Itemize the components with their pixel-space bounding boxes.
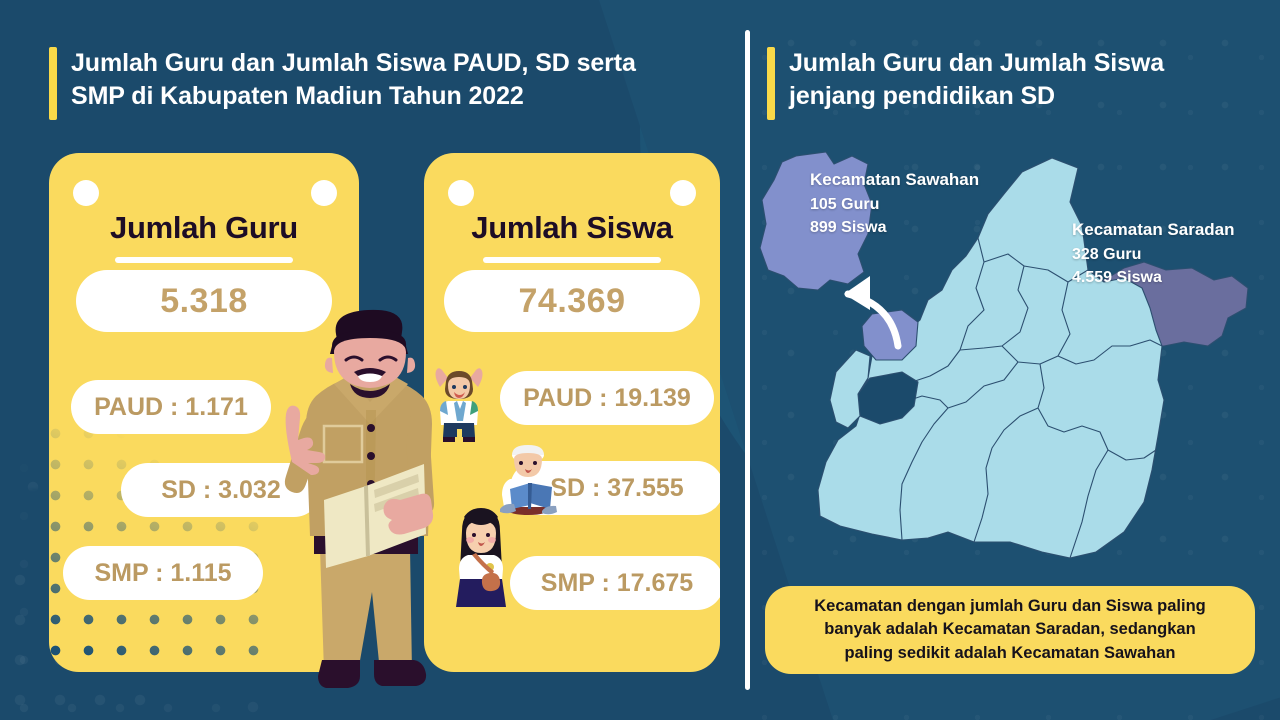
card-title: Jumlah Siswa: [471, 210, 673, 245]
right-panel-heading: Jumlah Guru dan Jumlah Siswa jenjang pen…: [767, 47, 1164, 120]
map-container: Kecamatan Sawahan 105 Guru 899 Siswa Kec…: [752, 150, 1268, 580]
panel-divider: [745, 30, 750, 690]
card-dot-decoration: [49, 418, 259, 672]
card-punch-hole-right: [670, 180, 696, 206]
heading-accent-bar: [49, 47, 57, 120]
map-label-teachers: 105 Guru: [810, 195, 880, 213]
madiun-regency-map: [759, 151, 1249, 559]
card-title: Jumlah Guru: [110, 210, 298, 245]
heading-accent-bar: [767, 47, 775, 120]
map-label-name: Kecamatan Saradan: [1072, 220, 1235, 239]
student-boy-reading-illustration: [500, 445, 557, 515]
map-label-sawahan: Kecamatan Sawahan 105 Guru 899 Siswa: [810, 168, 979, 239]
stat-pill-smp: SMP : 17.675: [510, 556, 720, 610]
map-section-title: Jumlah Guru dan Jumlah Siswa jenjang pen…: [789, 49, 1165, 110]
map-region-west-lobe: [829, 349, 871, 429]
stat-pill-paud: PAUD : 19.139: [500, 371, 714, 425]
card-title-underline: [483, 257, 661, 263]
page-title: Jumlah Guru dan Jumlah Siswa PAUD, SD se…: [71, 49, 636, 110]
stat-card-guru: Jumlah Guru 5.318 PAUD : 1.171 SD : 3.03…: [49, 153, 359, 672]
stat-pill-paud: PAUD : 1.171: [71, 380, 271, 434]
card-title-underline: [115, 257, 293, 263]
card-punch-hole-left: [73, 180, 99, 206]
map-label-students: 4.559 Siswa: [1072, 268, 1162, 286]
summary-callout-box: Kecamatan dengan jumlah Guru dan Siswa p…: [765, 586, 1255, 674]
card-total-value: 74.369: [444, 270, 700, 332]
map-label-teachers: 328 Guru: [1072, 245, 1142, 263]
map-callout-arrow: [844, 276, 902, 350]
stat-pill-sd: SD : 37.555: [510, 461, 720, 515]
summary-callout-text: Kecamatan dengan jumlah Guru dan Siswa p…: [814, 596, 1206, 662]
student-girl-illustration: [456, 508, 506, 607]
map-region-sawahan-highlight: [759, 151, 873, 291]
student-boy-cheering-illustration: [435, 368, 483, 442]
left-panel-heading: Jumlah Guru dan Jumlah Siswa PAUD, SD se…: [49, 47, 636, 120]
card-punch-hole-left: [448, 180, 474, 206]
stat-pill-smp: SMP : 1.115: [63, 546, 263, 600]
map-region-saradan-highlight: [1087, 261, 1249, 347]
teacher-illustration: [284, 309, 435, 688]
card-total-value: 5.318: [76, 270, 332, 332]
map-region-sawahan-inset: [861, 309, 919, 361]
card-punch-hole-right: [311, 180, 337, 206]
map-label-students: 899 Siswa: [810, 218, 887, 236]
map-label-saradan: Kecamatan Saradan 328 Guru 4.559 Siswa: [1072, 218, 1235, 289]
map-label-name: Kecamatan Sawahan: [810, 170, 980, 189]
